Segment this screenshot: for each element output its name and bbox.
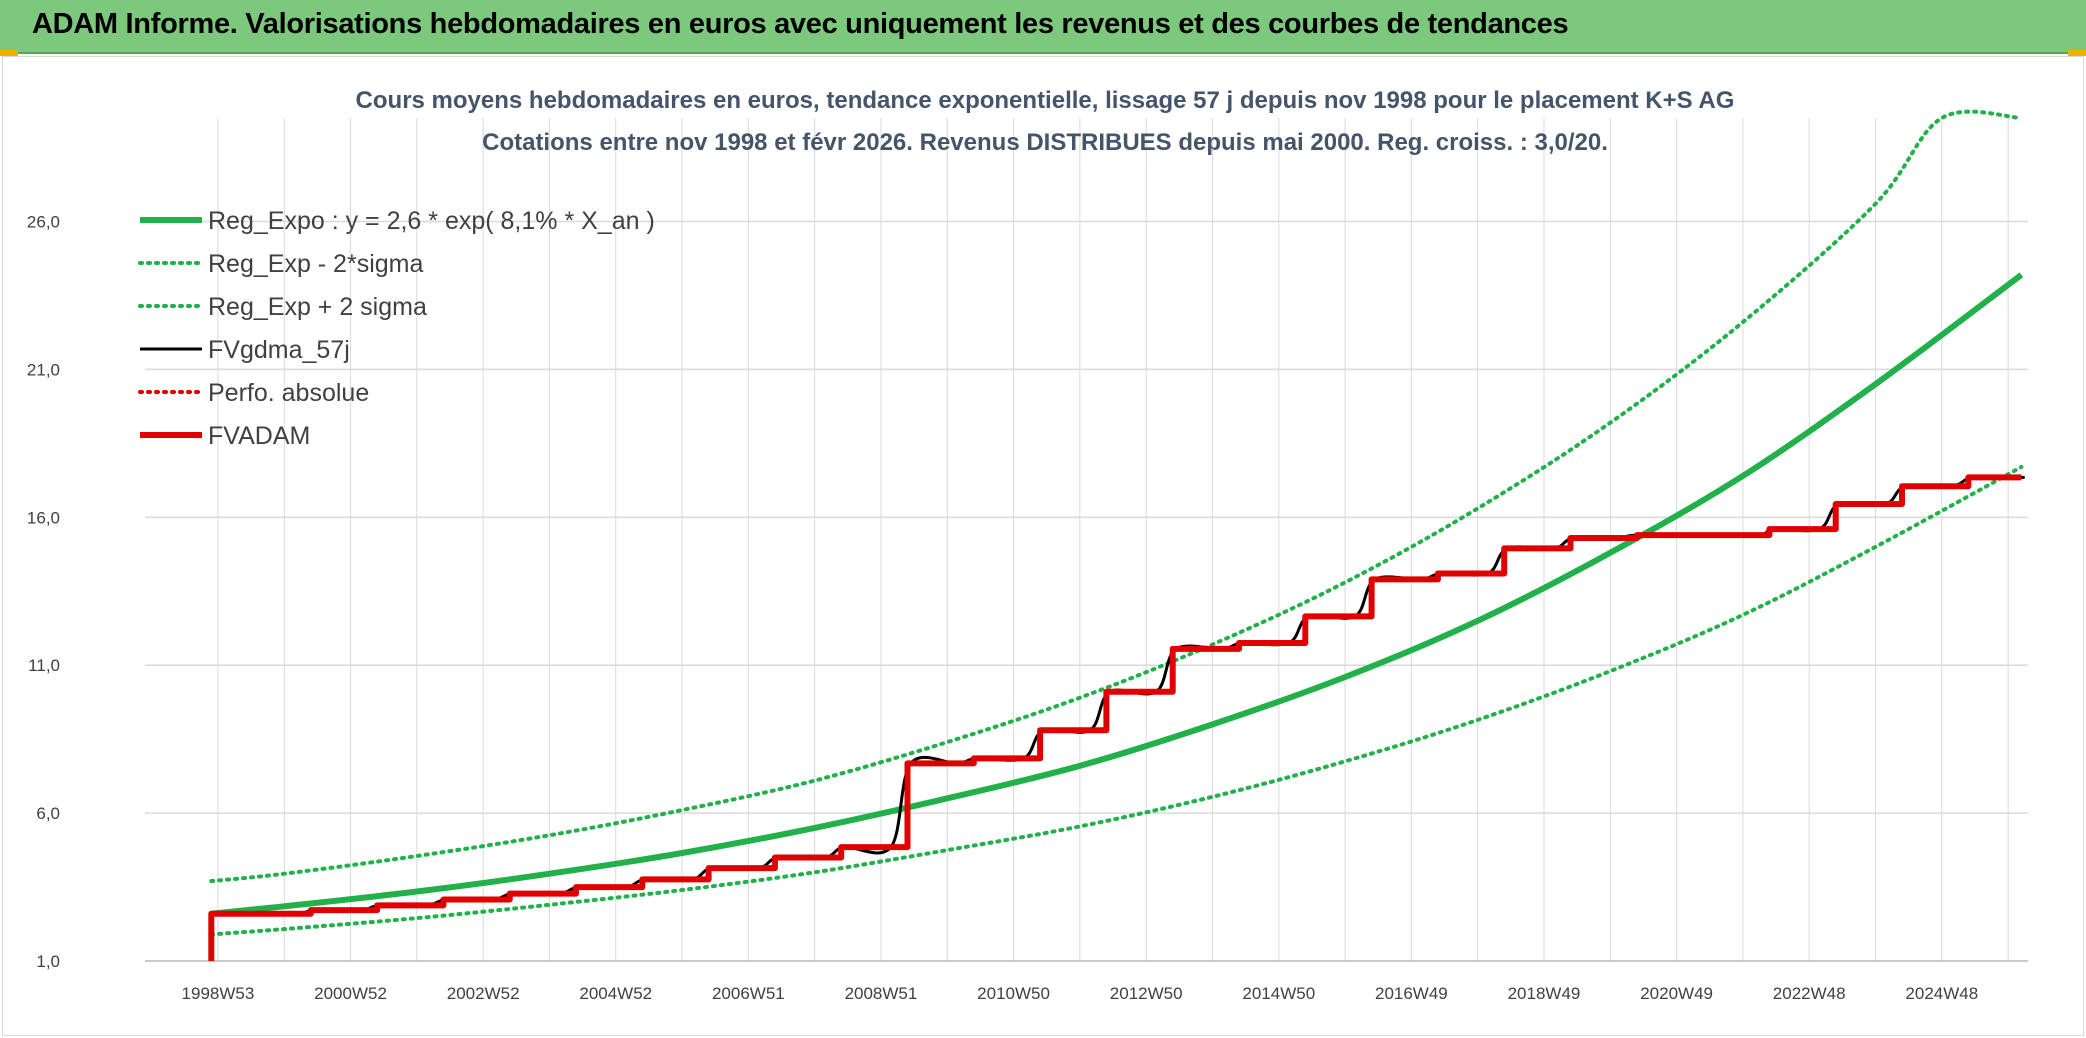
axes: 1,0 6,0 11,0 16,0 21,0 26,0 1998W53 2000W52 2002… [27,213,2028,1003]
x-tick-label: 2020W49 [1640,984,1713,1003]
series-line-fvadam [208,474,2022,961]
series [208,109,2025,961]
legend-label: Reg_Exp - 2*sigma [208,250,423,278]
chart-title-line-1: Cours moyens hebdomadaires en euros, ten… [356,87,1735,114]
x-tick-label: 2016W49 [1375,984,1448,1003]
y-tick-label: 6,0 [36,804,60,823]
corner-marker-right [2068,50,2086,56]
legend-label: FVADAM [208,422,310,450]
x-tick-label: 1998W53 [182,984,255,1003]
legend-label: Perfo. absolue [208,379,369,407]
x-tick-label: 2024W48 [1905,984,1978,1003]
legend-label: Reg_Expo : y = 2,6 * exp( 8,1% * X_an ) [208,207,655,235]
x-tick-label: 2004W52 [579,984,652,1003]
series-line-reg-exp-2-sigma [209,465,2024,937]
legend: Reg_Expo : y = 2,6 * exp( 8,1% * X_an ) R… [138,207,655,450]
y-tick-label: 11,0 [28,656,60,675]
x-tick-label: 2018W49 [1508,984,1581,1003]
series-line-reg-exp-2-sigma [209,109,2024,884]
grid-lines [145,118,2028,962]
y-tick-label: 16,0 [27,508,60,527]
x-tick-label: 2014W50 [1242,984,1315,1003]
header-banner: ADAM Informe. Valorisations hebdomadaire… [0,0,2086,54]
series-line-reg-expo-y-2-6-exp-8-1-x-an [210,272,2024,917]
y-tick-label: 26,0 [27,213,60,232]
y-tick-label: 1,0 [36,952,60,971]
x-tick-label: 2008W51 [845,984,918,1003]
x-tick-label: 2006W51 [712,984,785,1003]
legend-label: Reg_Exp + 2 sigma [208,293,427,321]
corner-marker-left [0,50,18,56]
y-tick-label: 21,0 [27,360,60,379]
x-tick-label: 2022W48 [1773,984,1846,1003]
page-title: ADAM Informe. Valorisations hebdomadaire… [32,8,1569,40]
chart-title-line-2: Cotations entre nov 1998 et févr 2026. R… [482,129,1608,156]
x-tick-label: 2000W52 [314,984,387,1003]
x-tick-label: 2002W52 [447,984,520,1003]
legend-label: FVgdma_57j [208,336,350,364]
series-line-fvgdma-57j [214,475,2025,916]
x-tick-label: 2010W50 [977,984,1050,1003]
chart-frame [2,56,2084,1036]
x-tick-label: 2012W50 [1110,984,1183,1003]
